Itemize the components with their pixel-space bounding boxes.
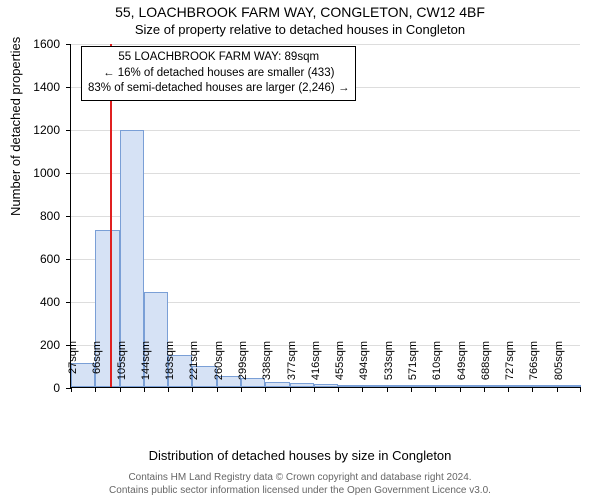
xtick-label: 805sqm — [553, 341, 565, 391]
xtick-label: 27sqm — [67, 341, 79, 391]
annotation-line3: 83% of semi-detached houses are larger (… — [88, 81, 349, 97]
xtick-label: 416sqm — [310, 341, 322, 391]
ytick-label: 1600 — [0, 37, 60, 51]
annotation-box: 55 LOACHBROOK FARM WAY: 89sqm ← 16% of d… — [81, 46, 356, 101]
gridline — [71, 173, 580, 174]
ytick-mark — [66, 87, 71, 88]
gridline — [71, 44, 580, 45]
footer-line2: Contains public sector information licen… — [0, 485, 600, 498]
ytick-label: 1000 — [0, 166, 60, 180]
annotation-line2: ← 16% of detached houses are smaller (43… — [88, 66, 349, 82]
xtick-mark — [580, 387, 581, 392]
ytick-mark — [66, 173, 71, 174]
ytick-mark — [66, 302, 71, 303]
xtick-label: 494sqm — [358, 341, 370, 391]
ytick-label: 600 — [0, 252, 60, 266]
xtick-label: 377sqm — [286, 341, 298, 391]
ytick-label: 1200 — [0, 123, 60, 137]
footer: Contains HM Land Registry data © Crown c… — [0, 472, 600, 497]
chart-subtitle: Size of property relative to detached ho… — [0, 22, 600, 37]
chart-title: 55, LOACHBROOK FARM WAY, CONGLETON, CW12… — [0, 4, 600, 20]
xtick-label: 649sqm — [456, 341, 468, 391]
ytick-mark — [66, 216, 71, 217]
xtick-label: 183sqm — [164, 341, 176, 391]
xtick-label: 144sqm — [140, 341, 152, 391]
xtick-label: 571sqm — [407, 341, 419, 391]
ytick-mark — [66, 130, 71, 131]
plot-area: 27sqm 66sqm 105sqm 144sqm 183sqm 221sqm 260sqm… — [70, 44, 580, 388]
xtick-label: 66sqm — [91, 341, 103, 391]
footer-line1: Contains HM Land Registry data © Crown c… — [0, 472, 600, 485]
ytick-label: 200 — [0, 338, 60, 352]
ytick-mark — [66, 259, 71, 260]
gridline — [71, 130, 580, 131]
xtick-label: 688sqm — [480, 341, 492, 391]
xtick-label: 766sqm — [528, 341, 540, 391]
xtick-label: 299sqm — [237, 341, 249, 391]
x-axis-label: Distribution of detached houses by size … — [0, 448, 600, 463]
ytick-label: 0 — [0, 381, 60, 395]
xtick-label: 727sqm — [504, 341, 516, 391]
xtick-label: 105sqm — [116, 341, 128, 391]
ytick-label: 400 — [0, 295, 60, 309]
gridline — [71, 216, 580, 217]
ytick-label: 1400 — [0, 80, 60, 94]
gridline — [71, 259, 580, 260]
annotation-line1: 55 LOACHBROOK FARM WAY: 89sqm — [88, 50, 349, 66]
ytick-label: 800 — [0, 209, 60, 223]
xtick-label: 455sqm — [334, 341, 346, 391]
xtick-label: 260sqm — [213, 341, 225, 391]
xtick-label: 533sqm — [383, 341, 395, 391]
xtick-label: 221sqm — [188, 341, 200, 391]
xtick-label: 338sqm — [261, 341, 273, 391]
xtick-label: 610sqm — [431, 341, 443, 391]
chart-container: 55, LOACHBROOK FARM WAY, CONGLETON, CW12… — [0, 0, 600, 500]
ytick-mark — [66, 44, 71, 45]
